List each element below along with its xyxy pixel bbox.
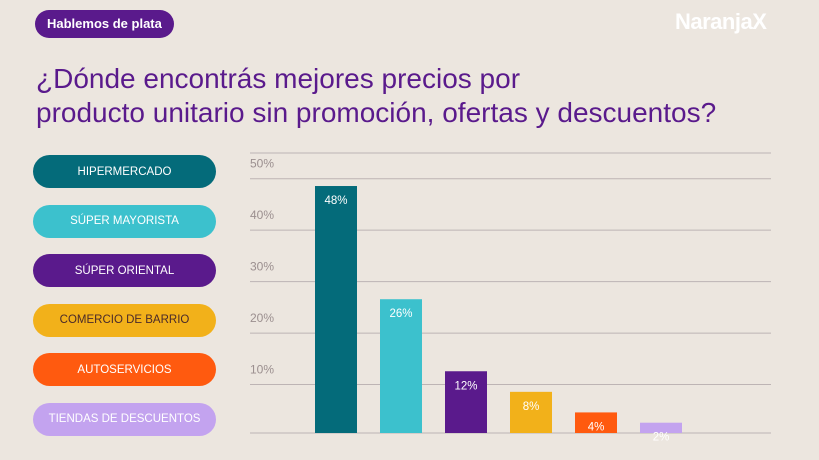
bar-value-label: 8% <box>523 401 540 413</box>
bar <box>315 186 357 433</box>
bar <box>380 299 422 433</box>
bar-value-label: 2% <box>653 432 670 444</box>
bar <box>640 422 682 433</box>
legend-item-autoservicios: AUTOSERVICIOS <box>33 353 216 387</box>
legend-item-comercio-de-barrio: COMERCIO DE BARRIO <box>33 303 216 337</box>
brand-logo: NaranjaX <box>675 9 767 34</box>
title-line-1: ¿Dónde encontrás mejores precios por <box>36 63 521 94</box>
legend-item-hipermercado: HIPERMERCADO <box>33 155 216 188</box>
y-tick-label: 50% <box>250 157 274 171</box>
bar-value-label: 12% <box>454 380 477 392</box>
bar-value-label: 4% <box>588 421 605 433</box>
y-tick-label: 10% <box>250 363 274 377</box>
bar <box>510 391 552 433</box>
chart-legend: HIPERMERCADO SÚPER MAYORISTA SÚPER ORIEN… <box>33 155 216 453</box>
section-badge: Hablemos de plata <box>35 10 174 38</box>
bar <box>445 371 487 433</box>
y-tick-label: 40% <box>250 208 274 222</box>
bar-value-label: 26% <box>389 308 412 320</box>
legend-item-super-oriental: SÚPER ORIENTAL <box>33 254 216 288</box>
legend-item-tiendas-de-descuentos: TIENDAS DE DESCUENTOS <box>33 402 216 436</box>
legend-item-super-mayorista: SÚPER MAYORISTA <box>33 204 216 238</box>
y-tick-label: 20% <box>250 311 274 325</box>
bar-value-label: 48% <box>324 195 347 207</box>
page-title: ¿Dónde encontrás mejores precios por pro… <box>36 62 806 130</box>
bar <box>575 412 617 433</box>
title-line-2: producto unitario sin promoción, ofertas… <box>36 97 717 128</box>
y-tick-label: 30% <box>250 260 274 274</box>
